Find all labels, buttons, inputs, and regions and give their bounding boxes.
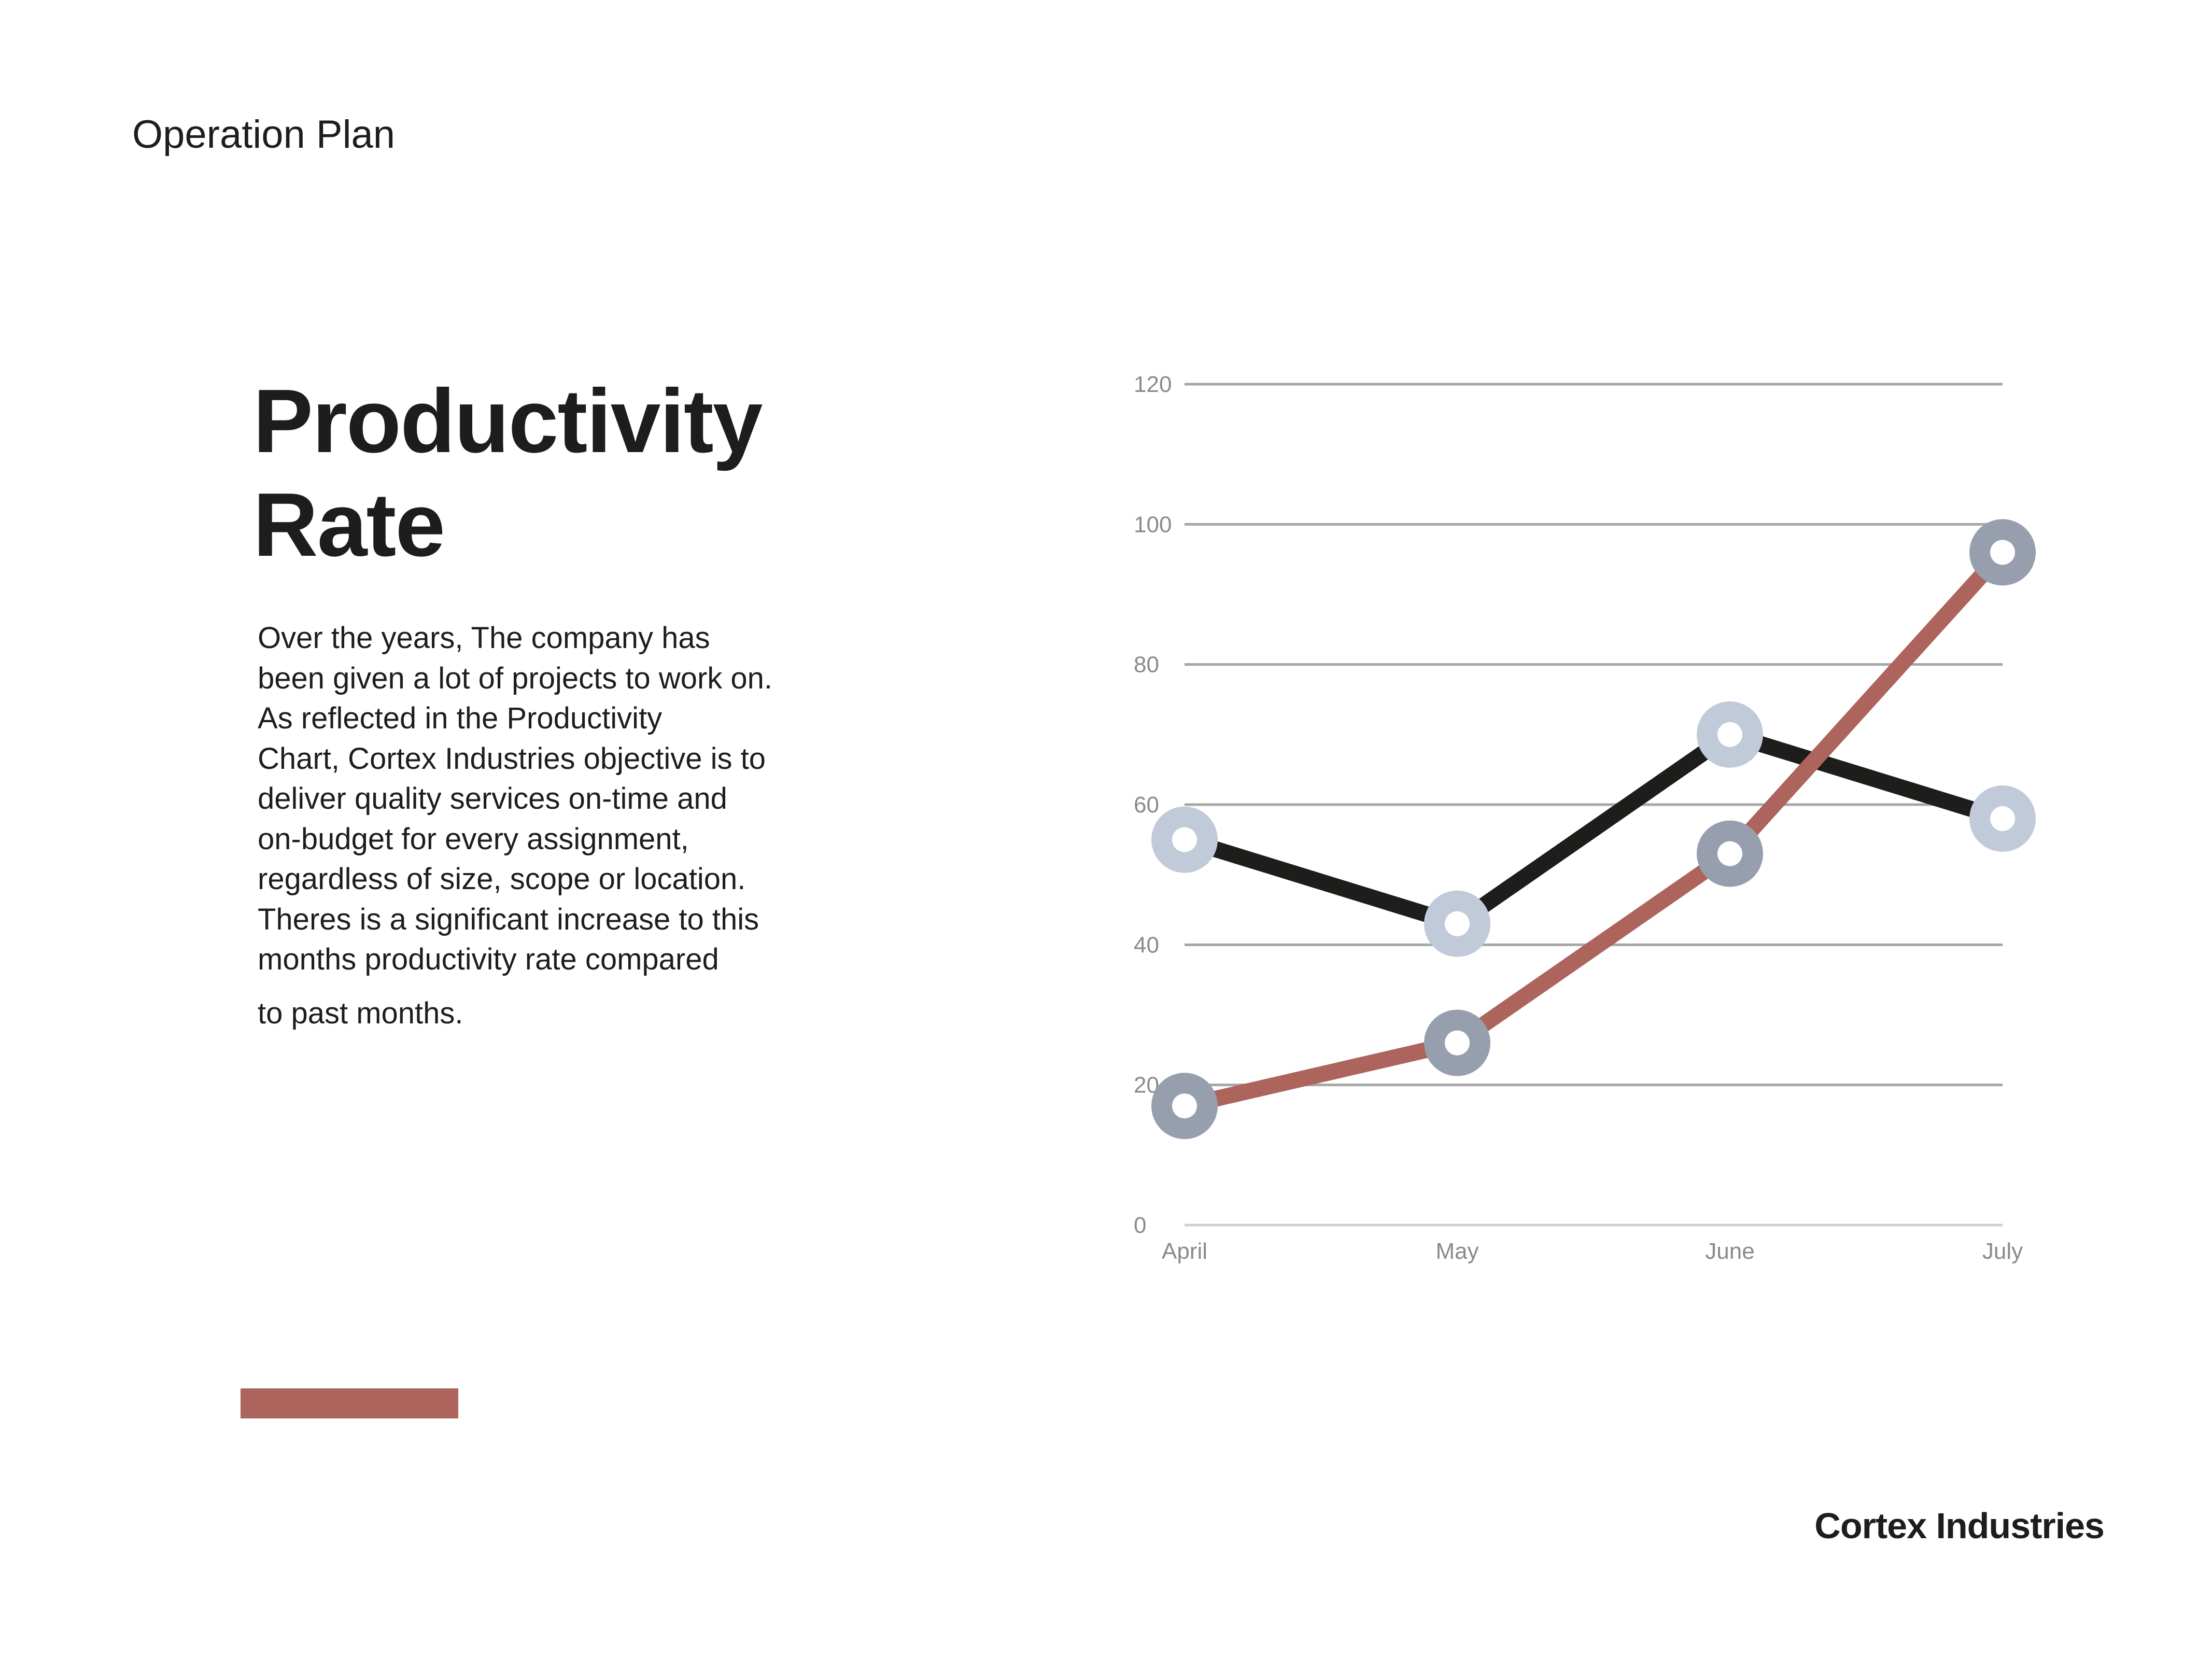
data-point	[1151, 806, 1218, 873]
data-point	[1424, 890, 1490, 957]
description-paragraph: Over the years, The company has been giv…	[258, 618, 869, 1033]
y-tick-label: 0	[1134, 1213, 1146, 1238]
data-point	[1969, 519, 2036, 586]
series-1	[1151, 701, 2036, 957]
description-line: deliver quality services on-time and	[258, 782, 727, 816]
data-point-center	[1990, 806, 2015, 832]
description-line: Theres is a significant increase to this	[258, 902, 759, 936]
series-line	[1176, 726, 2011, 932]
data-point-center	[1717, 841, 1742, 866]
data-point	[1969, 785, 2036, 852]
x-tick-label: May	[1435, 1239, 1478, 1264]
series-line	[1176, 544, 2011, 1114]
data-point	[1697, 701, 1763, 768]
data-point-center	[1717, 722, 1742, 747]
description-line: Over the years, The company has	[258, 621, 710, 655]
chart-x-tick-labels: April May June July	[1162, 1239, 2023, 1264]
y-tick-label: 120	[1134, 372, 1172, 397]
chart-gridlines	[1185, 383, 2003, 1227]
data-point-center	[1445, 1030, 1470, 1056]
description-line: regardless of size, scope or location.	[258, 862, 746, 896]
y-tick-label: 40	[1134, 932, 1159, 958]
data-point	[1697, 820, 1763, 887]
data-point	[1424, 1009, 1490, 1076]
description-line: As reflected in the Productivity	[258, 701, 663, 735]
data-point-center	[1445, 911, 1470, 936]
y-tick-label: 80	[1134, 652, 1159, 678]
description-line: months productivity rate compared	[258, 943, 719, 976]
data-point-center	[1172, 827, 1197, 852]
chart-series	[1151, 519, 2036, 1140]
description-line: Chart, Cortex Industries objective is to	[258, 741, 766, 776]
page-title-line-2: Rate	[253, 474, 445, 575]
data-point-center	[1172, 1093, 1197, 1119]
page-title-line-1: Productivity	[253, 370, 763, 471]
description-line: been given a lot of projects to work on.	[258, 661, 773, 695]
footer-brand: Cortex Industries	[1814, 1506, 2105, 1546]
data-point	[1151, 1073, 1218, 1140]
description-line: to past months.	[258, 996, 463, 1030]
y-tick-label: 100	[1134, 512, 1172, 537]
header-title: Operation Plan	[132, 113, 395, 157]
x-tick-label: July	[1982, 1239, 2023, 1264]
data-point-center	[1990, 540, 2015, 565]
series-2	[1151, 519, 2036, 1140]
y-tick-label: 60	[1134, 792, 1159, 818]
accent-bar	[241, 1388, 458, 1418]
page-title: Productivity Rate	[253, 369, 763, 577]
x-tick-label: June	[1705, 1239, 1754, 1264]
description-line: on-budget for every assignment,	[258, 822, 689, 856]
x-tick-label: April	[1162, 1239, 1207, 1264]
